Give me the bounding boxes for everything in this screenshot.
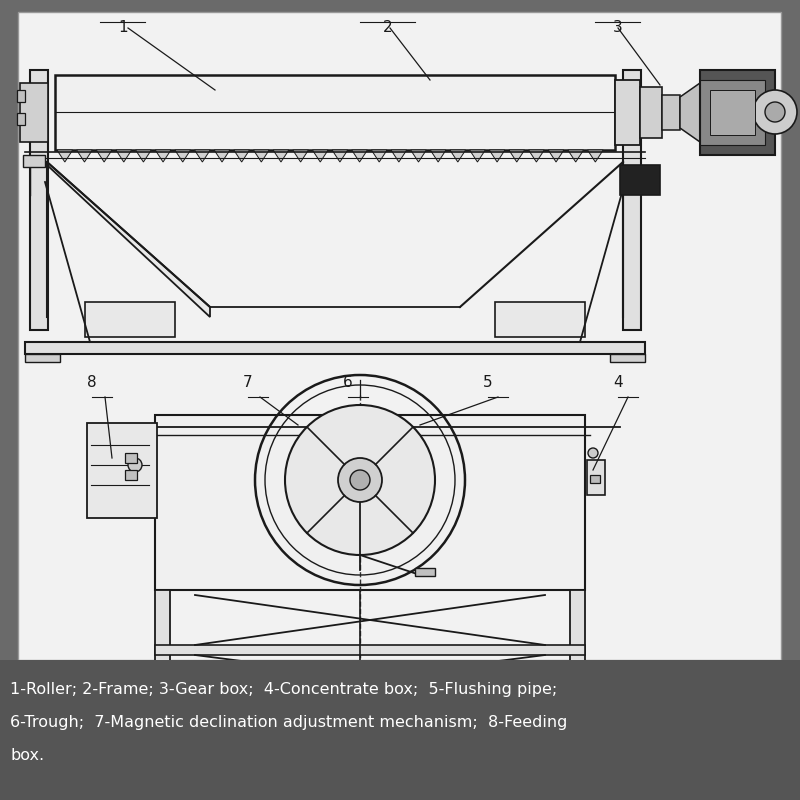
Polygon shape <box>116 150 132 162</box>
Text: 6: 6 <box>343 375 353 390</box>
Bar <box>415 568 435 576</box>
Bar <box>147 715 182 723</box>
Polygon shape <box>273 150 289 162</box>
Circle shape <box>354 684 366 696</box>
Polygon shape <box>234 150 250 162</box>
Polygon shape <box>568 150 583 162</box>
Bar <box>125 453 137 463</box>
Bar <box>350 675 370 695</box>
Bar <box>623 70 641 330</box>
Bar <box>700 80 765 145</box>
Bar <box>710 90 755 135</box>
Polygon shape <box>680 83 700 142</box>
Bar <box>570 590 585 705</box>
Circle shape <box>285 405 435 555</box>
Polygon shape <box>410 150 426 162</box>
Bar <box>610 354 645 362</box>
Bar <box>25 354 60 362</box>
Polygon shape <box>214 150 230 162</box>
Text: 4: 4 <box>613 375 623 390</box>
Polygon shape <box>96 150 112 162</box>
Polygon shape <box>430 150 446 162</box>
Polygon shape <box>470 150 486 162</box>
Bar <box>155 590 170 705</box>
Polygon shape <box>135 150 151 162</box>
Polygon shape <box>313 150 328 162</box>
Polygon shape <box>254 150 269 162</box>
Wedge shape <box>255 480 465 585</box>
Text: 5: 5 <box>483 375 493 390</box>
Text: 1-Roller; 2-Frame; 3-Gear box;  4-Concentrate box;  5-Flushing pipe;: 1-Roller; 2-Frame; 3-Gear box; 4-Concent… <box>10 682 558 697</box>
Polygon shape <box>293 150 309 162</box>
Bar <box>20 83 48 142</box>
Bar <box>558 715 593 723</box>
Bar <box>587 460 605 495</box>
Polygon shape <box>155 150 171 162</box>
Bar <box>17 113 25 125</box>
Polygon shape <box>391 150 406 162</box>
Bar <box>495 302 585 337</box>
Polygon shape <box>175 150 190 162</box>
Text: 2: 2 <box>383 19 393 34</box>
Text: 8: 8 <box>87 375 97 390</box>
Polygon shape <box>548 150 564 162</box>
Circle shape <box>765 102 785 122</box>
Polygon shape <box>450 150 466 162</box>
Bar <box>700 70 775 155</box>
Bar <box>55 75 615 150</box>
Bar <box>17 90 25 102</box>
Polygon shape <box>509 150 525 162</box>
Circle shape <box>338 458 382 502</box>
Polygon shape <box>490 150 505 162</box>
Bar <box>23 155 45 167</box>
Polygon shape <box>194 150 210 162</box>
Polygon shape <box>77 150 92 162</box>
Text: 7: 7 <box>243 375 253 390</box>
Bar <box>87 423 157 518</box>
Bar <box>155 645 585 655</box>
Bar <box>640 87 662 138</box>
Circle shape <box>350 470 370 490</box>
Polygon shape <box>47 162 210 317</box>
Polygon shape <box>57 150 73 162</box>
Circle shape <box>128 458 142 472</box>
Bar <box>25 342 645 354</box>
Bar <box>0 660 800 800</box>
Bar <box>85 302 175 337</box>
Bar <box>125 470 137 480</box>
Bar <box>18 12 781 660</box>
Bar <box>30 70 48 330</box>
Polygon shape <box>332 150 348 162</box>
Text: 3: 3 <box>613 19 623 34</box>
Text: 1: 1 <box>118 19 128 34</box>
Bar <box>147 705 593 715</box>
Circle shape <box>588 448 598 458</box>
Polygon shape <box>529 150 544 162</box>
Text: 6-Trough;  7-Magnetic declination adjustment mechanism;  8-Feeding: 6-Trough; 7-Magnetic declination adjustm… <box>10 715 567 730</box>
Bar <box>155 415 585 590</box>
Bar <box>590 475 600 483</box>
Polygon shape <box>352 150 367 162</box>
Circle shape <box>753 90 797 134</box>
Bar <box>620 165 660 195</box>
Polygon shape <box>587 150 603 162</box>
Bar <box>662 95 680 130</box>
Polygon shape <box>371 150 387 162</box>
Bar <box>615 80 640 145</box>
Text: box.: box. <box>10 748 44 763</box>
